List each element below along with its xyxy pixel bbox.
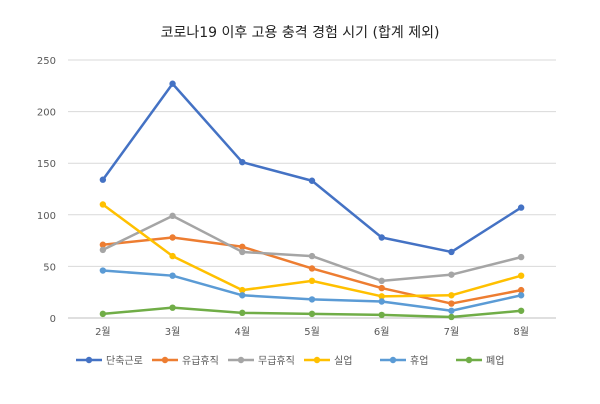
legend-label: 무급휴직 bbox=[258, 355, 295, 367]
x-tick-label: 4월 bbox=[235, 326, 251, 338]
data-point bbox=[239, 243, 246, 250]
x-tick-label: 7월 bbox=[444, 326, 460, 338]
data-point bbox=[378, 277, 385, 285]
data-point bbox=[448, 248, 455, 256]
data-point bbox=[517, 204, 525, 211]
legend-label: 실업 bbox=[334, 354, 352, 367]
y-tick-label: 250 bbox=[37, 56, 56, 67]
data-point bbox=[239, 248, 246, 256]
data-point bbox=[448, 271, 455, 278]
legend-label: 휴업 bbox=[410, 354, 428, 367]
data-point bbox=[308, 277, 316, 285]
legend-swatch-marker bbox=[389, 356, 397, 364]
data-point bbox=[239, 309, 246, 317]
legend-label: 유급휴직 bbox=[182, 355, 219, 367]
data-point bbox=[308, 296, 316, 303]
legend-swatch-marker bbox=[85, 356, 93, 364]
data-point bbox=[169, 272, 176, 279]
data-point bbox=[99, 176, 107, 183]
x-tick-label: 6월 bbox=[374, 326, 390, 338]
data-point bbox=[448, 313, 455, 321]
data-point bbox=[99, 310, 107, 318]
data-point bbox=[448, 292, 455, 299]
data-point bbox=[99, 267, 107, 274]
y-tick-label: 100 bbox=[37, 211, 56, 222]
data-point bbox=[308, 177, 316, 184]
data-point bbox=[99, 246, 107, 254]
data-point bbox=[378, 311, 385, 319]
data-point bbox=[308, 265, 316, 272]
data-point bbox=[517, 292, 525, 299]
data-point bbox=[99, 241, 107, 248]
data-point bbox=[239, 286, 246, 294]
x-tick-label: 2월 bbox=[95, 326, 111, 338]
data-point bbox=[378, 293, 385, 300]
data-point bbox=[517, 286, 525, 294]
data-point bbox=[308, 310, 316, 318]
data-point bbox=[378, 234, 385, 241]
series-line bbox=[102, 269, 522, 313]
data-point bbox=[169, 80, 176, 87]
data-point bbox=[517, 307, 525, 314]
chart-title: 코로나19 이후 고용 충격 경험 시기 (합계 제외) bbox=[160, 25, 440, 41]
data-point bbox=[169, 304, 176, 311]
legend-label: 폐업 bbox=[486, 354, 504, 367]
data-point bbox=[239, 158, 246, 166]
legend-swatch-marker bbox=[465, 356, 473, 364]
data-point bbox=[169, 252, 176, 260]
data-point bbox=[517, 272, 525, 279]
data-point bbox=[378, 298, 385, 305]
legend-swatch-marker bbox=[237, 356, 245, 364]
data-point bbox=[517, 253, 525, 261]
x-tick-label: 8월 bbox=[513, 326, 529, 338]
data-point bbox=[448, 307, 455, 314]
x-tick-label: 5월 bbox=[304, 326, 320, 338]
legend-swatch-marker bbox=[313, 356, 321, 364]
legend-swatch-marker bbox=[161, 356, 169, 364]
y-tick-label: 200 bbox=[37, 108, 56, 119]
data-point bbox=[239, 292, 246, 299]
data-point bbox=[378, 284, 385, 292]
y-tick-label: 150 bbox=[37, 159, 56, 170]
y-tick-label: 50 bbox=[43, 262, 56, 273]
data-point bbox=[308, 252, 316, 260]
legend-label: 단축근로 bbox=[106, 355, 143, 367]
series-line bbox=[101, 82, 522, 254]
y-tick-label: 0 bbox=[50, 314, 56, 325]
data-point bbox=[448, 300, 455, 307]
data-point bbox=[169, 212, 176, 220]
data-point bbox=[99, 201, 107, 208]
x-tick-label: 3월 bbox=[165, 326, 181, 338]
data-point bbox=[169, 234, 176, 241]
